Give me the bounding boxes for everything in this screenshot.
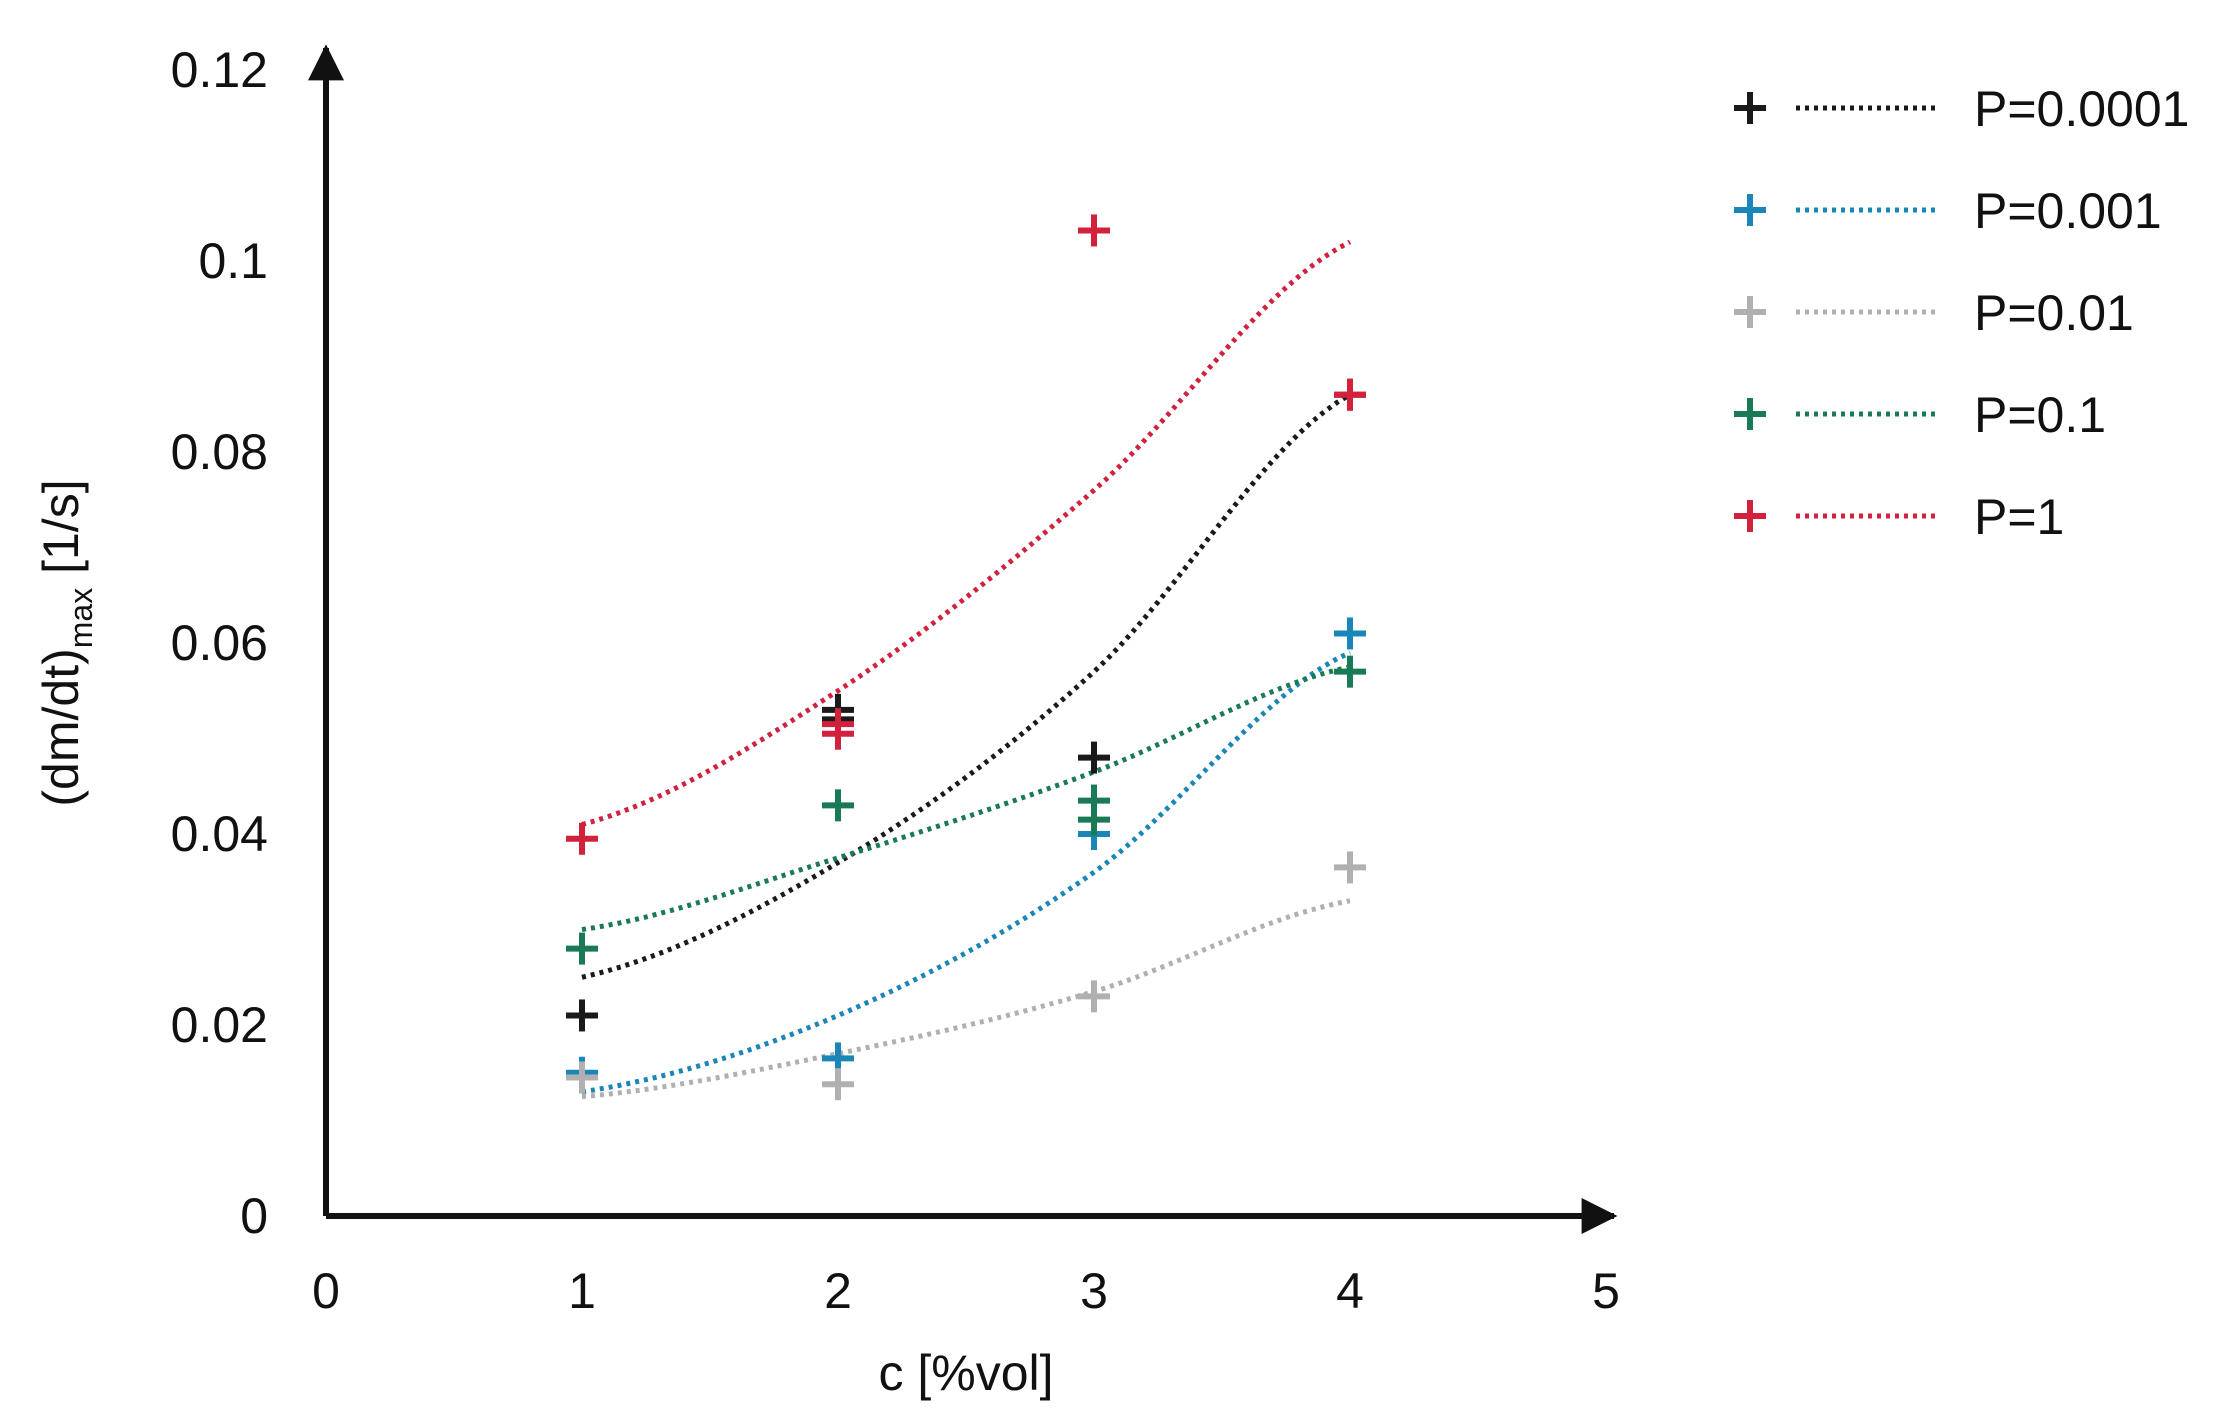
x-tick-label: 1 (568, 1263, 596, 1319)
data-point (1334, 378, 1366, 411)
x-tick-label: 5 (1592, 1263, 1620, 1319)
legend-label: P=0.1 (1974, 387, 2106, 443)
legend-item: P=0.1 (1734, 387, 2106, 443)
data-point (822, 717, 854, 750)
data-point (566, 1061, 598, 1094)
legend-marker (1734, 500, 1766, 532)
data-point (1334, 851, 1366, 884)
legend-marker (1734, 398, 1766, 430)
data-point (566, 932, 598, 965)
y-axis-title-unit: [1/s] (33, 479, 89, 587)
y-tick-label: 0.08 (171, 424, 268, 480)
legend-item: P=0.0001 (1734, 81, 2189, 137)
trend-line (581, 392, 1352, 980)
data-point (1078, 803, 1110, 836)
trend-lines (581, 239, 1352, 1100)
y-tick-label: 0.06 (171, 615, 268, 671)
trend-line (581, 898, 1351, 1100)
data-point (1334, 617, 1366, 650)
data-points (566, 214, 1366, 1101)
legend-item: P=0.01 (1734, 285, 2134, 341)
y-tick-label: 0.02 (171, 997, 268, 1053)
legend-marker (1734, 194, 1766, 226)
y-axis-title: (dm/dt)max [1/s] (33, 479, 99, 806)
data-point (1334, 655, 1366, 688)
legend-label: P=0.01 (1974, 285, 2134, 341)
legend-marker (1734, 92, 1766, 124)
y-tick-label: 0.1 (198, 233, 268, 289)
y-axis-title-subscript: max (63, 588, 99, 648)
y-tick-label: 0 (240, 1188, 268, 1244)
y-tick-label: 0.04 (171, 806, 268, 862)
y-tick-label: 0.12 (171, 42, 268, 98)
y-axis-title-main: (dm/dt) (33, 648, 89, 806)
x-tick-label: 2 (824, 1263, 852, 1319)
data-point (1078, 741, 1110, 774)
trend-line (581, 239, 1352, 827)
tick-labels: 0 1 2 3 4 5 0 0.02 0.04 0.06 0.08 0.1 0.12 (171, 42, 1620, 1319)
legend-label: P=0.001 (1974, 183, 2162, 239)
data-point (1078, 214, 1110, 247)
data-point (566, 822, 598, 855)
x-axis-title: c [%vol] (878, 1345, 1053, 1401)
legend: P=0.0001 P=0.001 P=0.01 P=0.1 P=1 (1734, 81, 2189, 545)
data-point (822, 789, 854, 822)
data-point (822, 1068, 854, 1101)
data-point (566, 999, 598, 1032)
legend-label: P=0.0001 (1974, 81, 2189, 137)
legend-item: P=0.001 (1734, 183, 2162, 239)
legend-item: P=1 (1734, 489, 2064, 545)
legend-label: P=1 (1974, 489, 2064, 545)
x-tick-label: 0 (312, 1263, 340, 1319)
x-tick-label: 3 (1080, 1263, 1108, 1319)
legend-marker (1734, 296, 1766, 328)
data-point (1078, 980, 1110, 1013)
trend-line (581, 664, 1351, 932)
axes (308, 44, 1618, 1234)
x-tick-label: 4 (1336, 1263, 1364, 1319)
